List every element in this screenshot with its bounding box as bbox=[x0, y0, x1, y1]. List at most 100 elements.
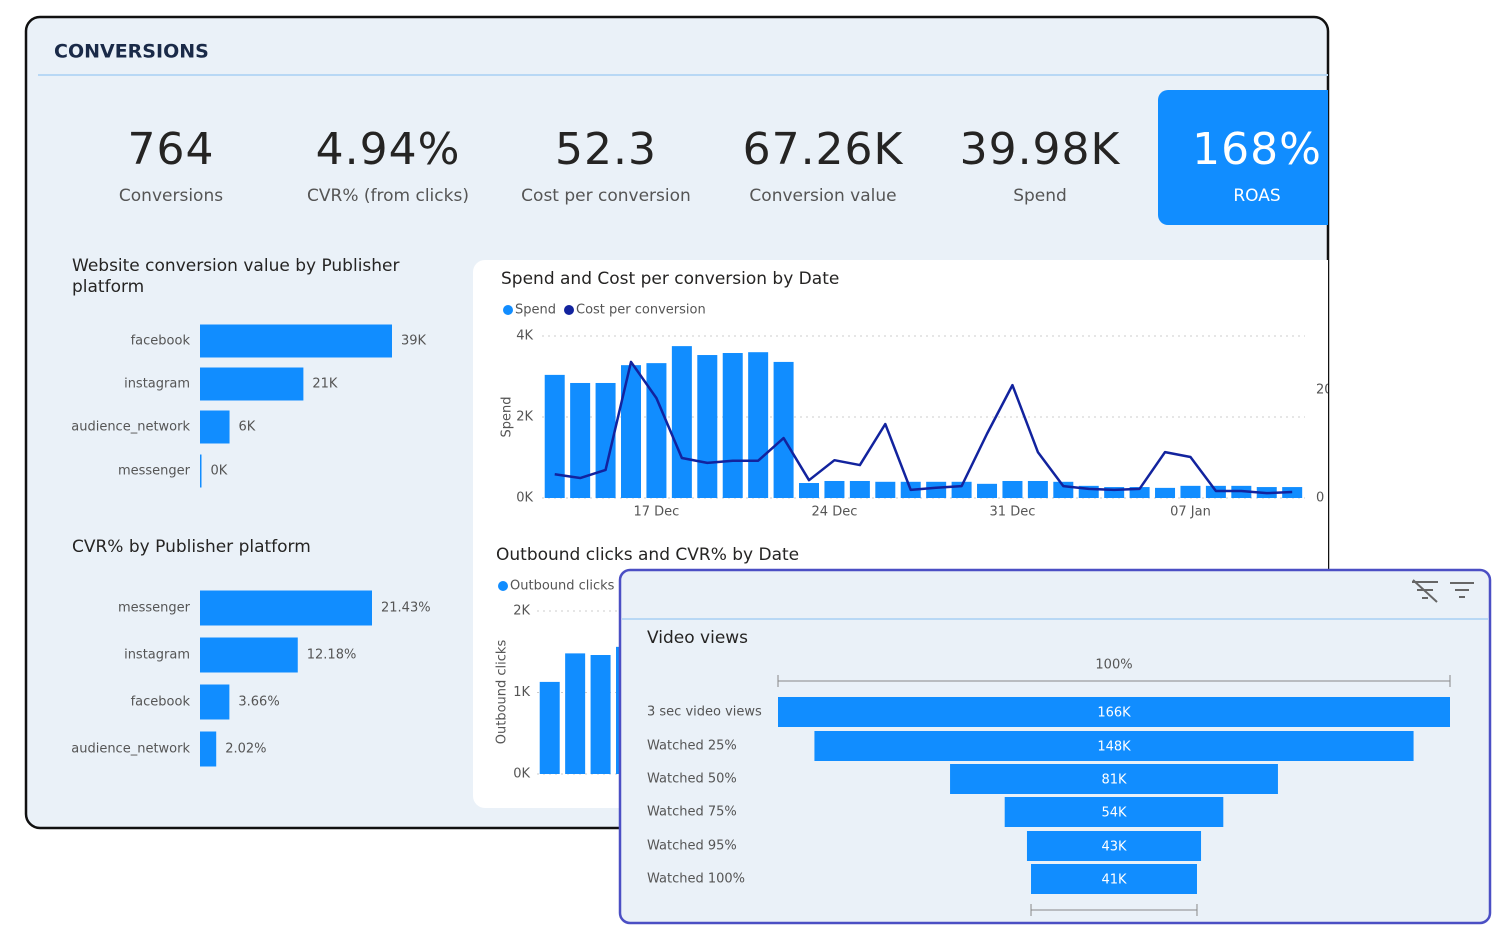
bar bbox=[1155, 487, 1176, 498]
category-label: Watched 25% bbox=[647, 739, 737, 754]
y2-tick-label: 0 bbox=[1316, 491, 1324, 506]
bar bbox=[697, 355, 718, 498]
category-label: messenger bbox=[118, 601, 191, 616]
kpi-label: Spend bbox=[1013, 186, 1067, 206]
bar bbox=[200, 367, 304, 401]
chart-title: CVR% by Publisher platform bbox=[72, 537, 311, 557]
category-label: audience_network bbox=[71, 420, 190, 435]
data-label: 41K bbox=[1101, 873, 1127, 888]
kpi-label: Cost per conversion bbox=[521, 186, 691, 206]
bar bbox=[595, 382, 616, 498]
funnel-bar bbox=[1031, 864, 1197, 894]
category-label: Watched 50% bbox=[647, 772, 737, 787]
bar bbox=[875, 481, 896, 498]
kpi-label: ROAS bbox=[1233, 186, 1280, 206]
funnel-bar bbox=[1026, 831, 1202, 861]
kpi-value: 67.26K bbox=[743, 124, 904, 175]
legend-marker bbox=[498, 581, 508, 591]
page-title: CONVERSIONS bbox=[54, 41, 209, 63]
x-tick-label: 17 Dec bbox=[634, 505, 680, 520]
bar bbox=[200, 731, 217, 767]
y-axis-label: Outbound clicks bbox=[495, 640, 510, 745]
bar bbox=[200, 324, 392, 358]
category-label: instagram bbox=[124, 377, 190, 392]
y-tick-label: 2K bbox=[516, 410, 533, 425]
bar bbox=[1104, 487, 1125, 498]
category-label: Watched 100% bbox=[647, 872, 745, 887]
bar bbox=[722, 353, 743, 498]
bar bbox=[570, 382, 591, 498]
data-label: 81K bbox=[1101, 773, 1127, 788]
category-label: facebook bbox=[131, 334, 191, 349]
kpi-value: 52.3 bbox=[555, 124, 657, 175]
y2-tick-label: 20 bbox=[1316, 383, 1333, 398]
bar bbox=[646, 363, 667, 498]
data-label: 21K bbox=[312, 377, 338, 392]
bar bbox=[1180, 485, 1201, 498]
data-label: 6K bbox=[239, 420, 256, 435]
data-label: 166K bbox=[1097, 706, 1131, 721]
bar bbox=[200, 637, 298, 673]
data-label: 54K bbox=[1101, 806, 1127, 821]
bar bbox=[671, 346, 692, 498]
legend-marker bbox=[564, 305, 574, 315]
clear-filter-icon[interactable] bbox=[1412, 579, 1438, 603]
kpi-row: 764 Conversions 4.94% CVR% (from clicks) 52.… bbox=[119, 124, 1322, 206]
bar bbox=[200, 590, 372, 626]
bar bbox=[1129, 487, 1150, 498]
bar bbox=[590, 655, 611, 774]
chart-title: Website conversion value by Publisher pl… bbox=[72, 256, 400, 297]
kpi-label: CVR% (from clicks) bbox=[307, 186, 469, 206]
x-tick-label: 31 Dec bbox=[990, 505, 1036, 520]
y-tick-label: 4K bbox=[516, 329, 533, 344]
kpi-value: 168% bbox=[1192, 124, 1322, 175]
y-axis-label: Spend bbox=[500, 397, 515, 438]
x-tick-label: 24 Dec bbox=[812, 505, 858, 520]
legend-marker bbox=[503, 305, 513, 315]
bar bbox=[565, 653, 586, 774]
bar bbox=[977, 483, 998, 498]
chart-title: Spend and Cost per conversion by Date bbox=[501, 269, 839, 289]
y-tick-label: 0K bbox=[516, 491, 533, 506]
category-label: Watched 95% bbox=[647, 839, 737, 854]
bar bbox=[1002, 480, 1023, 498]
category-label: audience_network bbox=[71, 742, 190, 757]
data-label: 12.18% bbox=[307, 648, 357, 663]
chart-title: Outbound clicks and CVR% by Date bbox=[496, 545, 799, 565]
funnel-bracket bbox=[777, 675, 1451, 687]
funnel-bar bbox=[1004, 797, 1224, 827]
kpi-highlight-card[interactable] bbox=[1158, 90, 1358, 225]
kpi-label: Conversions bbox=[119, 186, 223, 206]
chart-title: Video views bbox=[647, 628, 748, 648]
funnel-bar bbox=[778, 697, 1450, 727]
video-views-popup: Video views 100% 3 sec video views 166K Watc… bbox=[618, 568, 1492, 925]
bar bbox=[621, 365, 642, 498]
data-label: 21.43% bbox=[381, 601, 431, 616]
bar bbox=[539, 681, 560, 774]
category-label: 3 sec video views bbox=[647, 705, 762, 720]
bar bbox=[824, 480, 845, 498]
data-label: 39K bbox=[401, 334, 427, 349]
funnel-top-label: 100% bbox=[1095, 658, 1132, 673]
bar bbox=[926, 481, 947, 498]
bar bbox=[748, 352, 769, 498]
category-label: Watched 75% bbox=[647, 805, 737, 820]
data-label: 3.66% bbox=[238, 695, 279, 710]
charts: Website conversion value by Publisher pl… bbox=[71, 256, 1333, 782]
data-label: 2.02% bbox=[225, 742, 266, 757]
kpi-value: 764 bbox=[128, 124, 215, 175]
filter-icon[interactable] bbox=[1450, 582, 1474, 598]
kpi-value: 4.94% bbox=[316, 124, 461, 175]
funnel-bracket bbox=[1030, 904, 1198, 916]
legend-label: Cost per conversion bbox=[576, 303, 706, 318]
category-label: instagram bbox=[124, 648, 190, 663]
y-tick-label: 2K bbox=[513, 604, 530, 619]
y-tick-label: 0K bbox=[513, 767, 530, 782]
chart-title-box: Website conversion value by Publisher pl… bbox=[72, 256, 400, 297]
bar bbox=[773, 361, 794, 498]
bar bbox=[1027, 480, 1048, 498]
kpi-value: 39.98K bbox=[960, 124, 1121, 175]
bar bbox=[544, 374, 565, 498]
legend-label: Outbound clicks bbox=[510, 579, 615, 594]
line-series bbox=[554, 360, 1293, 495]
